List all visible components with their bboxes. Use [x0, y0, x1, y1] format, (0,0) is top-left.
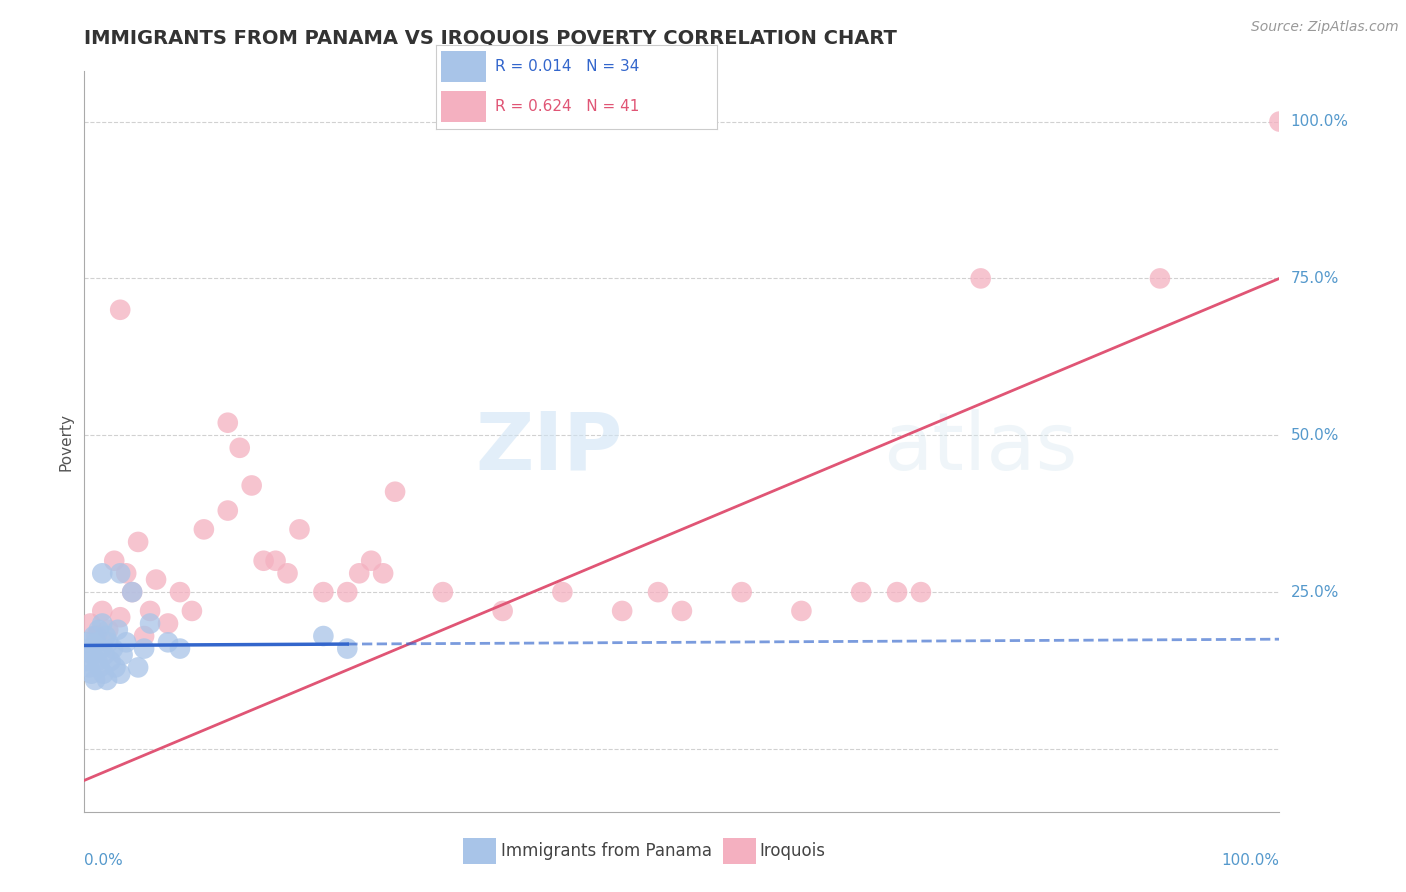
Point: [86, 629, 108, 643]
Point: [110, 302, 132, 317]
Point: [790, 604, 813, 618]
Point: [647, 585, 669, 599]
Point: [349, 566, 371, 581]
Point: [1268, 114, 1291, 128]
Point: [94, 629, 117, 643]
Point: [110, 566, 132, 581]
Point: [76, 654, 98, 668]
Point: [492, 604, 515, 618]
Point: [93, 648, 115, 662]
Point: [731, 585, 754, 599]
Point: [111, 648, 134, 662]
Point: [103, 554, 125, 568]
Point: [671, 604, 693, 618]
Point: [91, 616, 114, 631]
Point: [115, 566, 138, 581]
Point: [86, 635, 108, 649]
Point: [910, 585, 932, 599]
Point: [90, 641, 112, 656]
Point: [139, 616, 162, 631]
Point: [217, 416, 239, 430]
Point: [551, 585, 574, 599]
Text: Immigrants from Panama: Immigrants from Panama: [501, 842, 711, 860]
Point: [82, 648, 104, 662]
Point: [336, 585, 359, 599]
Point: [93, 666, 115, 681]
Point: [96, 673, 118, 687]
FancyBboxPatch shape: [441, 91, 486, 121]
Point: [101, 641, 124, 656]
Point: [77, 660, 100, 674]
Point: [253, 554, 276, 568]
Point: [157, 616, 180, 631]
Point: [193, 522, 215, 536]
Point: [970, 271, 993, 285]
Point: [79, 641, 101, 656]
Point: [288, 522, 311, 536]
Text: ZIP: ZIP: [475, 409, 623, 487]
Text: Iroquois: Iroquois: [759, 842, 825, 860]
Point: [97, 635, 120, 649]
Text: 100.0%: 100.0%: [1222, 854, 1279, 869]
Text: 100.0%: 100.0%: [1291, 114, 1348, 129]
Point: [91, 604, 114, 618]
Point: [851, 585, 873, 599]
Text: 25.0%: 25.0%: [1291, 584, 1339, 599]
Point: [360, 554, 382, 568]
Y-axis label: Poverty: Poverty: [58, 412, 73, 471]
Point: [104, 660, 127, 674]
Text: 75.0%: 75.0%: [1291, 271, 1339, 286]
Point: [139, 604, 162, 618]
Text: 50.0%: 50.0%: [1291, 428, 1339, 442]
Point: [217, 503, 239, 517]
Text: atlas: atlas: [883, 409, 1078, 487]
Point: [336, 641, 359, 656]
Point: [127, 660, 149, 674]
Point: [110, 610, 132, 624]
Point: [80, 666, 103, 681]
Point: [240, 478, 263, 492]
Point: [107, 623, 129, 637]
Point: [97, 623, 120, 637]
Point: [264, 554, 287, 568]
Point: [384, 484, 406, 499]
Point: [432, 585, 454, 599]
Point: [181, 604, 204, 618]
Point: [87, 623, 110, 637]
Point: [89, 660, 111, 674]
Point: [132, 629, 156, 643]
Point: [145, 573, 167, 587]
Point: [100, 654, 122, 668]
Point: [127, 535, 149, 549]
Point: [1149, 271, 1171, 285]
Point: [277, 566, 299, 581]
Point: [229, 441, 252, 455]
Point: [169, 641, 191, 656]
Point: [84, 673, 107, 687]
Point: [132, 641, 156, 656]
Point: [91, 566, 114, 581]
Point: [121, 585, 143, 599]
Point: [312, 629, 335, 643]
Point: [157, 635, 180, 649]
Text: IMMIGRANTS FROM PANAMA VS IROQUOIS POVERTY CORRELATION CHART: IMMIGRANTS FROM PANAMA VS IROQUOIS POVER…: [84, 29, 897, 47]
Point: [79, 616, 101, 631]
Point: [312, 585, 335, 599]
FancyBboxPatch shape: [441, 52, 486, 82]
Point: [169, 585, 191, 599]
Point: [121, 585, 143, 599]
Point: [612, 604, 634, 618]
Point: [373, 566, 395, 581]
Text: R = 0.014   N = 34: R = 0.014 N = 34: [495, 59, 640, 74]
Point: [110, 666, 132, 681]
Point: [886, 585, 908, 599]
Point: [77, 635, 100, 649]
Text: 0.0%: 0.0%: [84, 854, 124, 869]
Text: Source: ZipAtlas.com: Source: ZipAtlas.com: [1251, 20, 1399, 34]
Point: [115, 635, 138, 649]
Text: R = 0.624   N = 41: R = 0.624 N = 41: [495, 99, 640, 114]
Point: [86, 654, 108, 668]
Point: [83, 629, 105, 643]
